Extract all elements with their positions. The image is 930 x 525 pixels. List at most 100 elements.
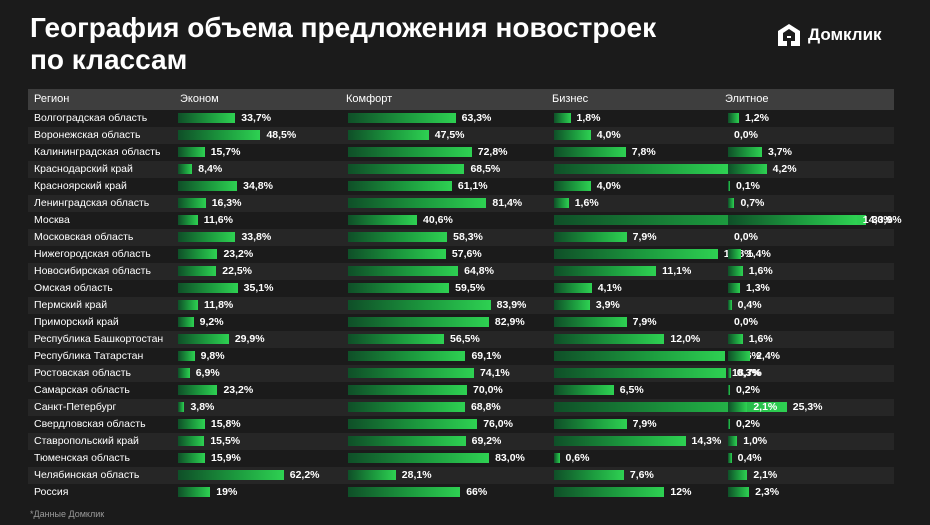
business-bar bbox=[554, 232, 627, 242]
comfort-value-label: 72,8% bbox=[477, 146, 508, 158]
region-name: Нижегородская область bbox=[34, 248, 151, 260]
econom-bar bbox=[178, 300, 199, 310]
business-value-label: 3,9% bbox=[595, 299, 620, 311]
business-bar bbox=[554, 402, 787, 412]
comfort-bar bbox=[348, 249, 446, 259]
elite-value-label: 1,2% bbox=[745, 112, 769, 124]
elite-value-label: 0,4% bbox=[737, 299, 762, 311]
table-row: Свердловская область 15,8% 76,0% 7,9% 0,2% bbox=[28, 416, 894, 433]
logo: Домклик bbox=[776, 22, 882, 48]
econom-bar bbox=[178, 419, 205, 429]
elite-value-label: 0,0% bbox=[734, 231, 758, 243]
business-value-label: 7,8% bbox=[631, 146, 656, 158]
elite-bar bbox=[728, 249, 741, 259]
comfort-bar bbox=[348, 317, 489, 327]
business-value-label: 11,1% bbox=[662, 265, 692, 277]
business-bar bbox=[554, 198, 569, 208]
domclick-house-icon bbox=[778, 24, 800, 46]
comfort-bar bbox=[348, 419, 478, 429]
business-bar bbox=[554, 181, 591, 191]
elite-value-label: 0,3% bbox=[736, 367, 761, 379]
comfort-bar bbox=[348, 198, 487, 208]
column-header-region: Регион bbox=[34, 93, 70, 105]
business-bar bbox=[554, 385, 614, 395]
elite-value-label: 1,3% bbox=[745, 282, 770, 294]
table-row: Ставропольский край 15,5% 69,2% 14,3% 1,0% bbox=[28, 433, 894, 450]
elite-bar bbox=[728, 436, 738, 446]
econom-value-label: 35,1% bbox=[243, 282, 274, 294]
region-name: Краснодарский край bbox=[34, 163, 133, 175]
table-row: Воронежская область 48,5% 47,5% 4,0% 0,0% bbox=[28, 127, 894, 144]
elite-value-label: 0,0% bbox=[734, 129, 758, 141]
business-bar bbox=[554, 249, 718, 259]
elite-value-label: 0,2% bbox=[736, 384, 760, 396]
econom-value-label: 11,8% bbox=[204, 299, 234, 311]
econom-bar bbox=[178, 215, 198, 225]
econom-bar bbox=[178, 436, 205, 446]
comfort-bar bbox=[348, 130, 429, 140]
table-row: Ленинградская область 16,3% 81,4% 1,6% 0,7% bbox=[28, 195, 894, 212]
business-bar bbox=[554, 368, 727, 378]
econom-bar bbox=[178, 164, 193, 174]
elite-value-label: 4,2% bbox=[772, 163, 797, 175]
elite-value-label: 0,1% bbox=[736, 180, 760, 192]
region-name: Волгоградская область bbox=[34, 112, 148, 124]
comfort-bar bbox=[348, 215, 418, 225]
comfort-value-label: 70,0% bbox=[473, 384, 503, 396]
business-bar bbox=[554, 130, 591, 140]
comfort-bar bbox=[348, 385, 467, 395]
comfort-bar bbox=[348, 113, 456, 123]
region-name: Москва bbox=[34, 214, 70, 226]
econom-value-label: 62,2% bbox=[289, 469, 320, 481]
elite-bar bbox=[728, 402, 748, 412]
comfort-bar bbox=[348, 453, 490, 463]
region-name: Ростовская область bbox=[34, 367, 132, 379]
business-bar bbox=[554, 351, 726, 361]
comfort-value-label: 66% bbox=[466, 486, 488, 498]
econom-value-label: 15,9% bbox=[211, 452, 241, 464]
econom-bar bbox=[178, 385, 218, 395]
econom-value-label: 23,2% bbox=[223, 384, 254, 396]
comfort-bar bbox=[348, 164, 465, 174]
table-header: Регион Эконом Комфорт Бизнес Элитное bbox=[28, 89, 894, 110]
business-value-label: 7,6% bbox=[629, 469, 654, 481]
elite-bar bbox=[728, 198, 735, 208]
business-bar bbox=[554, 436, 686, 446]
econom-value-label: 9,8% bbox=[200, 350, 225, 362]
elite-bar bbox=[728, 419, 730, 429]
econom-value-label: 3,8% bbox=[190, 401, 215, 413]
comfort-value-label: 28,1% bbox=[401, 469, 432, 481]
column-header-econom: Эконом bbox=[180, 93, 219, 105]
elite-bar bbox=[728, 283, 740, 293]
econom-bar bbox=[178, 402, 185, 412]
business-value-label: 1,8% bbox=[576, 112, 601, 124]
comfort-value-label: 56,5% bbox=[450, 333, 480, 345]
comfort-bar bbox=[348, 232, 448, 242]
elite-value-label: 1,6% bbox=[748, 333, 773, 345]
business-bar bbox=[554, 487, 665, 497]
region-name: Пермский край bbox=[34, 299, 108, 311]
table-row: Самарская область 23,2% 70,0% 6,5% 0,2% bbox=[28, 382, 894, 399]
econom-bar bbox=[178, 266, 217, 276]
region-name: Тюменская область bbox=[34, 452, 130, 464]
region-name: Ставропольский край bbox=[34, 435, 139, 447]
elite-bar bbox=[728, 334, 743, 344]
region-name: Калининградская область bbox=[34, 146, 161, 158]
table-row: Республика Башкортостан 29,9% 56,5% 12,0% 1,… bbox=[28, 331, 894, 348]
business-bar bbox=[554, 283, 592, 293]
econom-value-label: 33,8% bbox=[241, 231, 272, 243]
business-bar bbox=[554, 164, 728, 174]
comfort-value-label: 83,9% bbox=[496, 299, 527, 311]
econom-bar bbox=[178, 453, 206, 463]
region-name: Республика Татарстан bbox=[34, 350, 144, 362]
region-name: Московская область bbox=[34, 231, 134, 243]
econom-bar bbox=[178, 470, 284, 480]
business-value-label: 7,9% bbox=[632, 231, 657, 243]
econom-value-label: 6,9% bbox=[195, 367, 220, 379]
business-value-label: 33,9% bbox=[871, 214, 902, 226]
business-value-label: 0,6% bbox=[565, 452, 590, 464]
econom-value-label: 19% bbox=[216, 486, 238, 498]
business-value-label: 1,6% bbox=[574, 197, 599, 209]
elite-bar bbox=[728, 368, 731, 378]
